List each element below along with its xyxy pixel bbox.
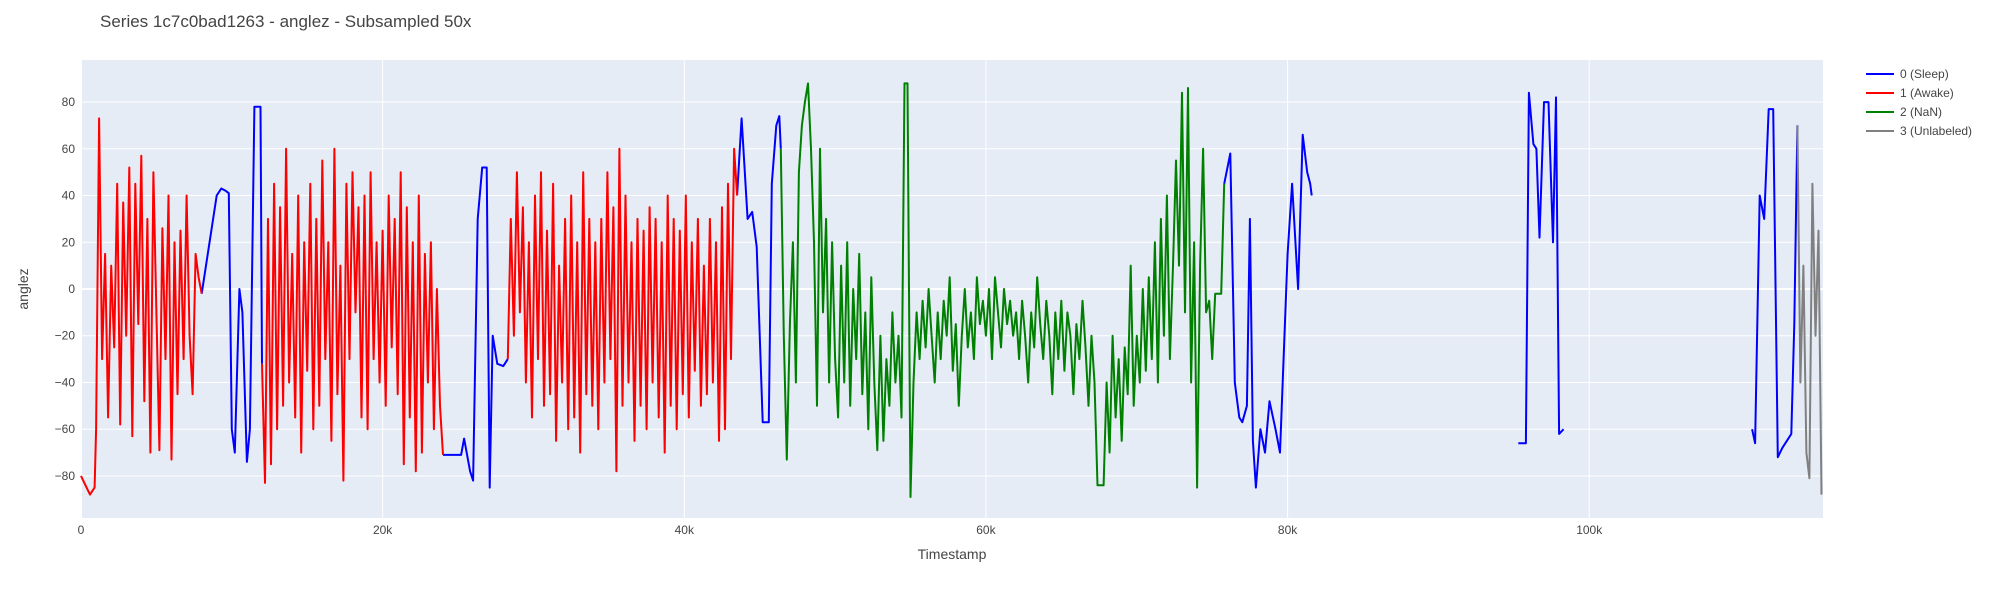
series-line-segment xyxy=(80,117,203,496)
legend[interactable]: 0 (Sleep) 1 (Awake) 2 (NaN) 3 (Unlabeled) xyxy=(1866,67,1972,138)
series-1 xyxy=(80,117,739,496)
series-lines xyxy=(80,82,1823,498)
x-tick-label: 60k xyxy=(976,523,996,537)
y-tick-label: 60 xyxy=(62,142,76,156)
legend-label: 0 (Sleep) xyxy=(1900,67,1949,81)
y-tick-label: −20 xyxy=(55,329,76,343)
series-line-segment xyxy=(779,82,1226,498)
legend-label: 2 (NaN) xyxy=(1900,105,1942,119)
series-line-segment xyxy=(1223,133,1313,489)
series-line-segment xyxy=(1518,91,1565,445)
series-2 xyxy=(779,82,1226,498)
y-tick-label: −60 xyxy=(55,422,76,436)
gridlines xyxy=(80,60,1823,518)
series-line-segment xyxy=(1796,125,1823,495)
series-line-segment xyxy=(506,147,739,473)
chart-title: Series 1c7c0bad1263 - anglez - Subsample… xyxy=(100,12,472,31)
y-tick-label: 40 xyxy=(62,189,76,203)
x-tick-label: 40k xyxy=(675,523,695,537)
legend-label: 1 (Awake) xyxy=(1900,86,1954,100)
y-tick-label: −40 xyxy=(55,375,76,389)
y-tick-label: 20 xyxy=(62,235,76,249)
series-line-segment xyxy=(261,147,444,484)
x-axis-title: Timestamp xyxy=(918,546,987,562)
legend-item[interactable]: 1 (Awake) xyxy=(1866,86,1954,100)
series-line-segment xyxy=(1751,108,1799,459)
y-tick-label: 0 xyxy=(68,282,75,296)
series-line-segment xyxy=(443,166,509,489)
legend-label: 3 (Unlabeled) xyxy=(1900,124,1972,138)
x-tick-label: 20k xyxy=(373,523,393,537)
x-tick-label: 0 xyxy=(78,523,85,537)
axis-ticks: −80 −60 −40 −20 0 20 40 60 80 0 20k 40k 60k 80k 100k xyxy=(55,95,1604,537)
legend-item[interactable]: 0 (Sleep) xyxy=(1866,67,1949,81)
series-line-segment xyxy=(736,115,782,424)
legend-item[interactable]: 2 (NaN) xyxy=(1866,105,1942,119)
series-3 xyxy=(1796,125,1823,495)
x-tick-label: 100k xyxy=(1576,523,1603,537)
series-line-segment xyxy=(200,105,263,463)
y-tick-label: −80 xyxy=(55,469,76,483)
y-axis-title: anglez xyxy=(15,268,31,309)
legend-item[interactable]: 3 (Unlabeled) xyxy=(1866,124,1972,138)
series-0 xyxy=(200,91,1799,489)
y-tick-label: 80 xyxy=(62,95,76,109)
x-tick-label: 80k xyxy=(1278,523,1298,537)
